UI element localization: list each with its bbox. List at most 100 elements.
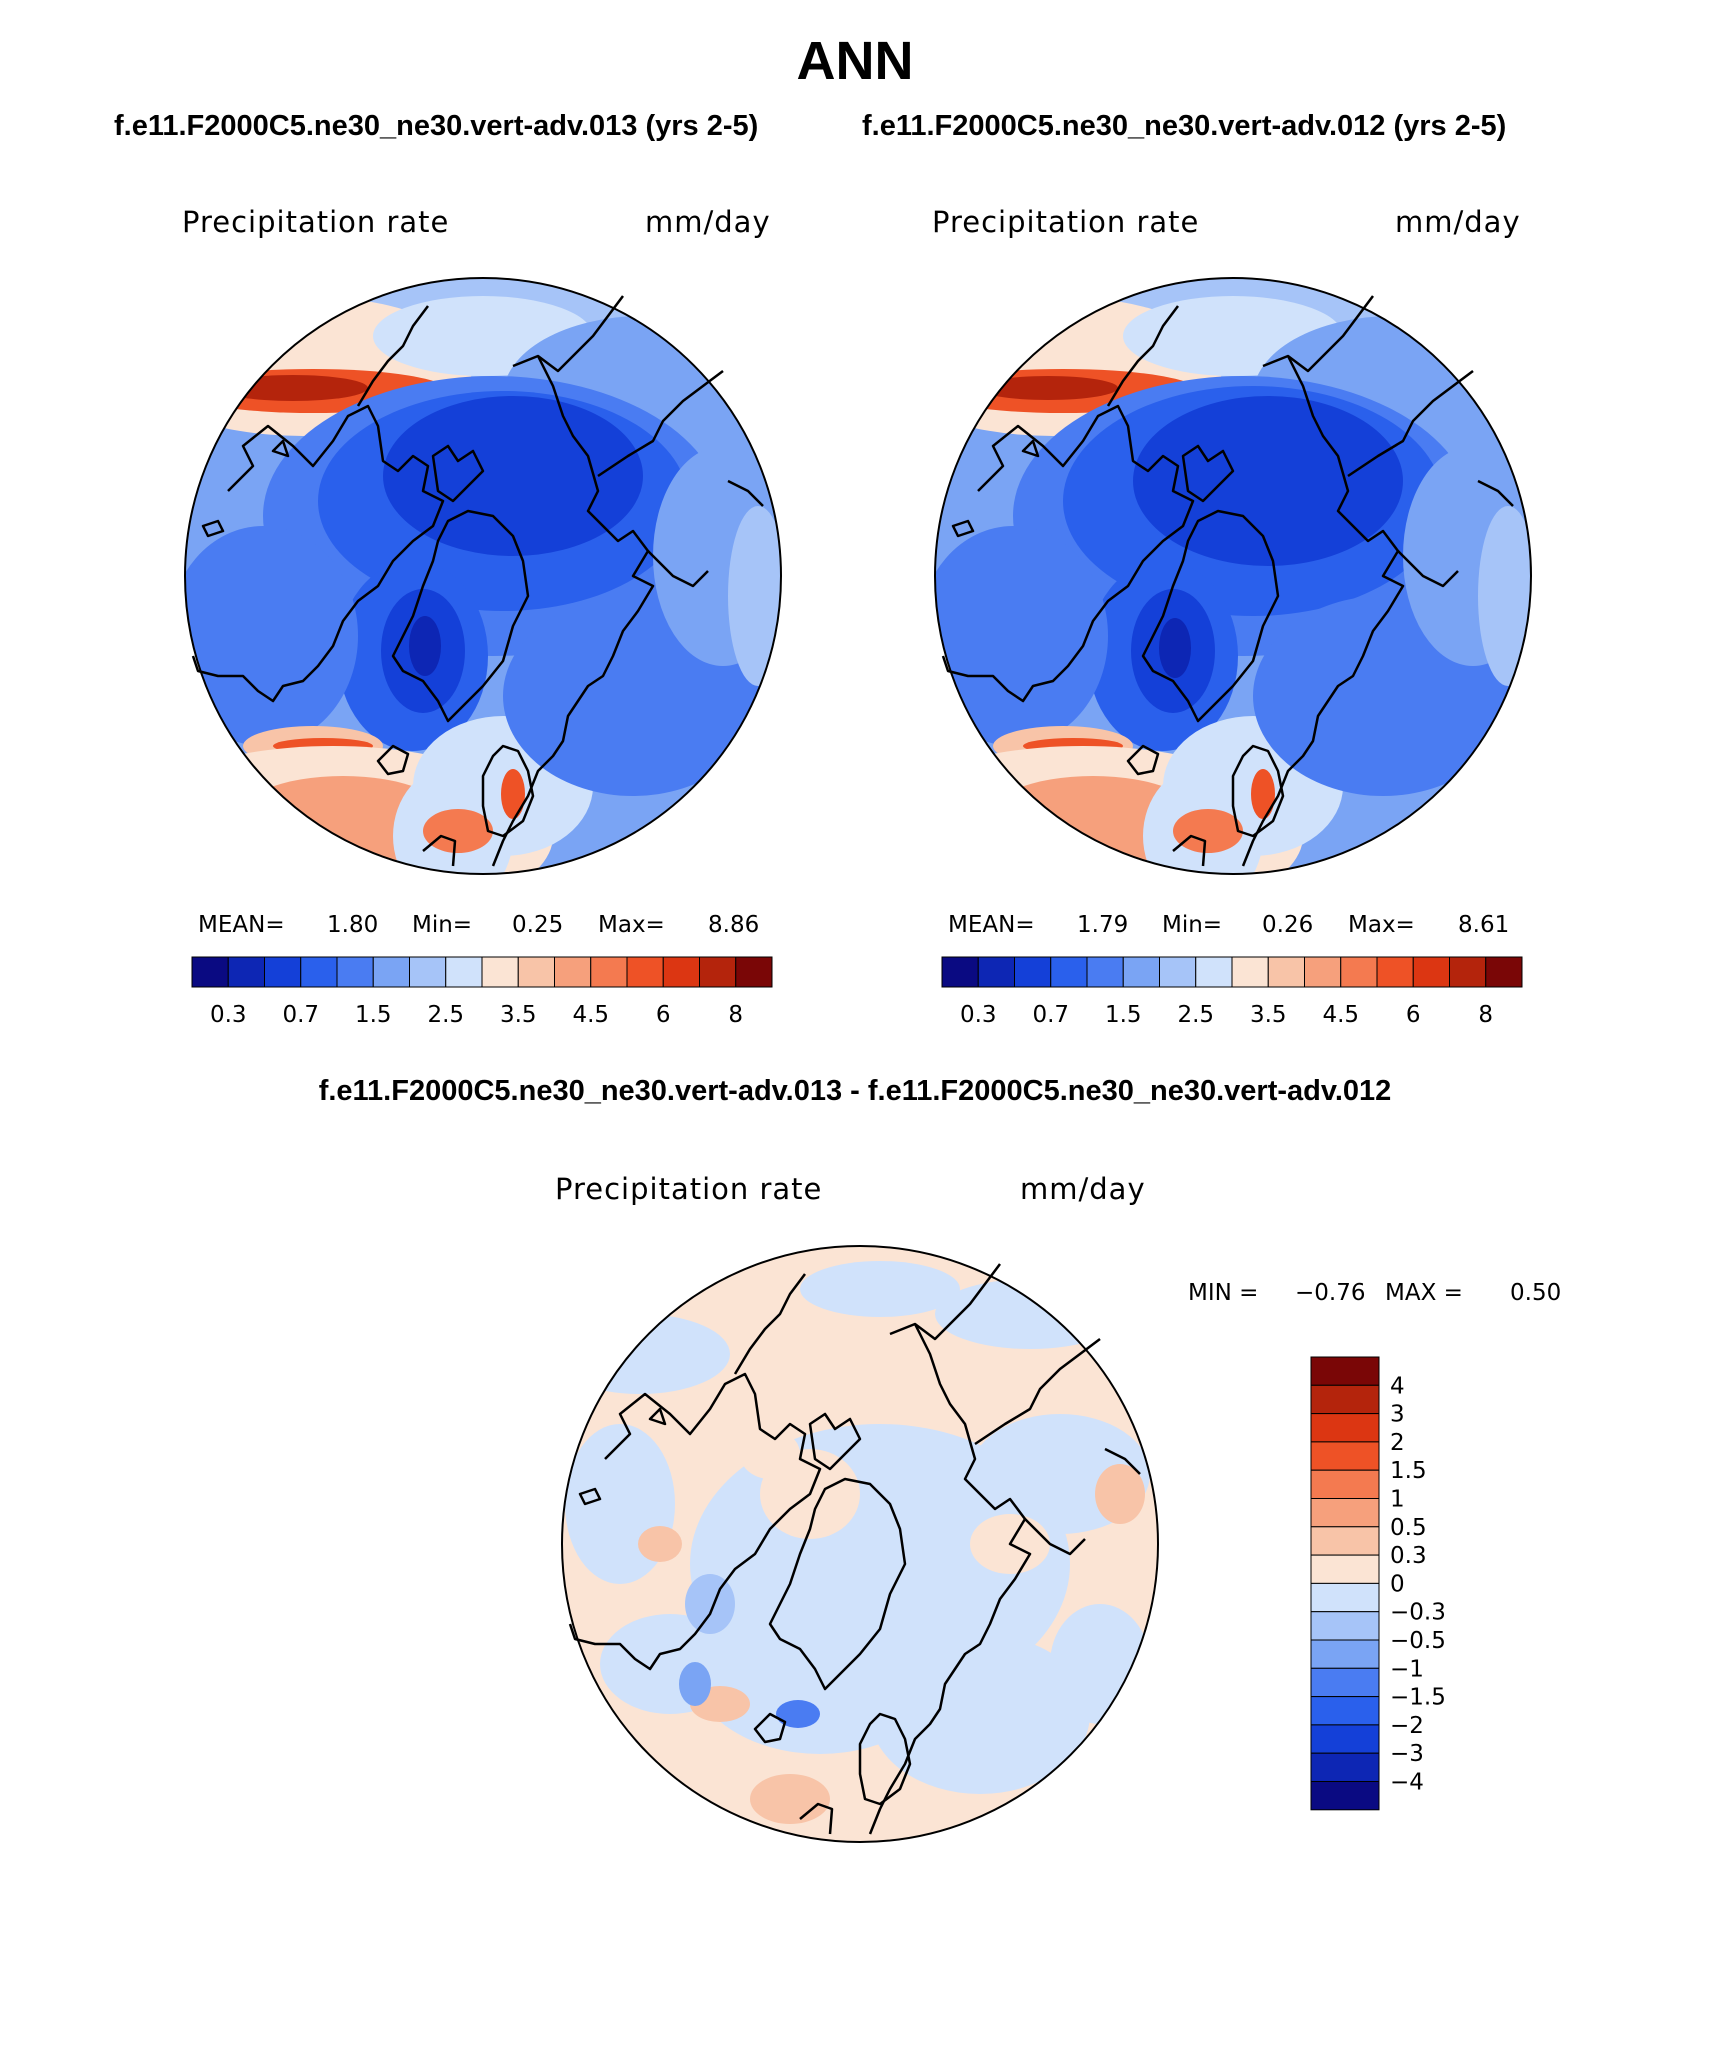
colorbar-box xyxy=(1310,1752,1380,1783)
panel-b-mean: 1.79 xyxy=(1077,912,1129,938)
diff-max-label: MAX = xyxy=(1385,1280,1463,1306)
colorbar-box xyxy=(662,956,700,988)
colorbar-box xyxy=(1376,956,1414,988)
colorbar-tick-label: 2.5 xyxy=(427,1002,464,1028)
colorbar-tick-label: 0.3 xyxy=(210,1002,247,1028)
panel-a-min-label: Min= xyxy=(412,912,473,938)
colorbar-tick-label: 1.5 xyxy=(355,1002,392,1028)
colorbar-box xyxy=(227,956,265,988)
colorbar-tick-label: 4 xyxy=(1390,1373,1405,1399)
colorbar-tick-label: −3 xyxy=(1390,1741,1424,1767)
panel-b-min: 0.26 xyxy=(1262,912,1314,938)
colorbar-tick-label: 4.5 xyxy=(572,1002,609,1028)
panel-a-max-label: Max= xyxy=(598,912,665,938)
coastlines xyxy=(191,295,764,867)
colorbar-box xyxy=(1310,1554,1380,1584)
diff-min-label: MIN = xyxy=(1188,1280,1259,1306)
panel-a-mean-label: MEAN= xyxy=(198,912,285,938)
colorbar-box xyxy=(554,956,592,988)
coastlines xyxy=(568,1263,1141,1835)
panel-a-map xyxy=(184,277,782,875)
colorbar-tick-label: −1 xyxy=(1390,1656,1424,1682)
colorbar-box xyxy=(1310,1441,1380,1471)
colorbar-tick-label: 6 xyxy=(656,1002,671,1028)
colorbar-tick-label: −2 xyxy=(1390,1713,1424,1739)
colorbar-tick-label: 3 xyxy=(1390,1402,1405,1428)
colorbar-box xyxy=(445,956,483,988)
colorbar-tick-label: 3.5 xyxy=(1250,1002,1287,1028)
colorbar-box xyxy=(1310,1469,1380,1499)
colorbar-box xyxy=(590,956,628,988)
colorbar-box xyxy=(1310,1526,1380,1556)
panel-b-mean-label: MEAN= xyxy=(948,912,1035,938)
colorbar-box xyxy=(1310,1696,1380,1726)
colorbar-box xyxy=(300,956,338,988)
panel-a-min: 0.25 xyxy=(512,912,564,938)
diff-map xyxy=(561,1245,1159,1843)
colorbar-tick-label: −0.5 xyxy=(1390,1628,1446,1654)
plot-title: ANN xyxy=(796,31,914,91)
difference-title: f.e11.F2000C5.ne30_ne30.vert-adv.013 - f… xyxy=(318,1075,1392,1107)
colorbar-box xyxy=(1310,1667,1380,1698)
colorbar-box xyxy=(336,956,374,988)
colorbar-box xyxy=(1122,956,1160,988)
colorbar-tick-label: −0.3 xyxy=(1390,1600,1446,1626)
panel-b-units: mm/day xyxy=(1395,205,1521,239)
colorbar-tick-label: 1.5 xyxy=(1105,1002,1142,1028)
colorbar-box xyxy=(1050,956,1088,988)
panel-a-mean: 1.80 xyxy=(327,912,379,938)
colorbar-tick-label: 2.5 xyxy=(1177,1002,1214,1028)
colorbar-tick-label: −1.5 xyxy=(1390,1685,1446,1711)
colorbar-tick-label: 6 xyxy=(1406,1002,1421,1028)
colorbar-box xyxy=(1340,956,1378,988)
map-boundary xyxy=(561,1245,1159,1843)
diff-variable: Precipitation rate xyxy=(555,1172,823,1206)
colorbar-box xyxy=(941,956,979,988)
diff-units: mm/day xyxy=(1020,1172,1146,1206)
colorbar-tick-label: 0.5 xyxy=(1390,1515,1427,1541)
colorbar-box xyxy=(735,956,773,988)
colorbar-box xyxy=(191,956,229,988)
colorbar-box xyxy=(1412,956,1450,988)
colorbar-box xyxy=(1310,1384,1380,1415)
colorbar-box xyxy=(409,956,447,988)
panel-b-map xyxy=(934,277,1532,875)
panel-b-min-label: Min= xyxy=(1162,912,1223,938)
colorbar-tick-label: 1.5 xyxy=(1390,1458,1427,1484)
colorbar-tick-label: 0.3 xyxy=(1390,1543,1427,1569)
coastlines xyxy=(941,295,1514,867)
colorbar-box xyxy=(1231,956,1269,988)
map-boundary xyxy=(184,277,782,875)
colorbar-box xyxy=(1267,956,1305,988)
panel-b-variable: Precipitation rate xyxy=(932,205,1200,239)
colorbar-tick-label: −4 xyxy=(1390,1770,1424,1796)
panel-a-max: 8.86 xyxy=(708,912,760,938)
colorbar-box xyxy=(1086,956,1124,988)
colorbar-box xyxy=(264,956,302,988)
colorbar-box xyxy=(372,956,410,988)
colorbar-box xyxy=(1159,956,1197,988)
colorbar-tick-label: 0.3 xyxy=(960,1002,997,1028)
panel-a-units: mm/day xyxy=(645,205,771,239)
colorbar-tick-label: 4.5 xyxy=(1322,1002,1359,1028)
colorbar-tick-label: 0 xyxy=(1390,1571,1405,1597)
colorbar-tick-label: 3.5 xyxy=(500,1002,537,1028)
diff-max: 0.50 xyxy=(1510,1280,1562,1306)
panel-a-colorbar: 0.3 0.7 1.5 2.5 3.5 4.5 6 8 xyxy=(191,956,773,1028)
colorbar-box xyxy=(1310,1781,1380,1811)
panel-b-max: 8.61 xyxy=(1458,912,1510,938)
colorbar-box xyxy=(1310,1639,1380,1669)
colorbar-box xyxy=(1310,1356,1380,1386)
panel-a-variable: Precipitation rate xyxy=(182,205,450,239)
colorbar-tick-label: 0.7 xyxy=(282,1002,319,1028)
diff-min: −0.76 xyxy=(1295,1280,1366,1306)
colorbar-box xyxy=(1310,1724,1380,1754)
colorbar-box xyxy=(1310,1498,1380,1528)
colorbar-box xyxy=(1310,1611,1380,1641)
colorbar-box xyxy=(1310,1582,1380,1613)
colorbar-box xyxy=(977,956,1015,988)
panel-b-max-label: Max= xyxy=(1348,912,1415,938)
colorbar-box xyxy=(481,956,519,988)
colorbar-tick-label: 0.7 xyxy=(1032,1002,1069,1028)
case-b-title: f.e11.F2000C5.ne30_ne30.vert-adv.012 (yr… xyxy=(862,110,1507,142)
